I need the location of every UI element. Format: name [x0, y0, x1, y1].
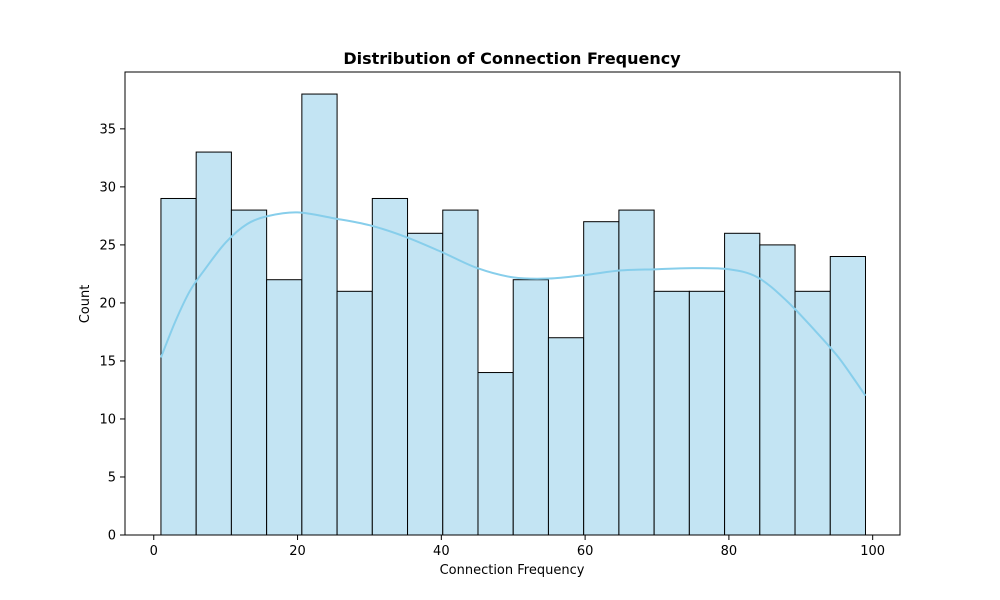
y-axis-label: Count: [78, 285, 93, 324]
histogram-bar: [407, 232, 444, 536]
plot-frame: [124, 71, 901, 536]
histogram-bars: [160, 93, 866, 536]
histogram-bar: [653, 290, 690, 536]
y-tick-label: 35: [99, 122, 116, 137]
x-axis-ticks: 0 20 40 60 80 100: [150, 535, 885, 559]
chart-title: Distribution of Connection Frequency: [343, 49, 681, 68]
histogram-bar: [829, 256, 866, 536]
x-tick-label: 20: [289, 544, 306, 559]
histogram-bar: [583, 221, 620, 536]
x-tick-label: 100: [860, 544, 885, 559]
histogram-bar: [547, 337, 585, 536]
histogram-bar: [230, 209, 268, 536]
histogram-bar: [160, 197, 197, 536]
y-tick-label: 25: [99, 238, 116, 253]
histogram-bar: [195, 151, 232, 536]
y-tick-label: 0: [108, 529, 116, 544]
y-tick-label: 15: [99, 354, 116, 369]
x-tick-label: 80: [721, 544, 738, 559]
histogram-bar: [266, 279, 303, 536]
histogram-bar: [794, 290, 831, 536]
y-tick-label: 5: [108, 470, 116, 485]
histogram-bar: [336, 290, 373, 536]
histogram-bar: [688, 290, 726, 536]
histogram-bar: [724, 232, 761, 536]
histogram-bar: [618, 209, 655, 536]
y-axis-ticks: 0 5 10 15 20 25 30 35: [99, 122, 125, 544]
y-tick-label: 20: [99, 296, 116, 311]
x-tick-label: 40: [433, 544, 450, 559]
x-tick-label: 0: [150, 544, 158, 559]
histogram-bar: [442, 209, 479, 536]
histogram-bar: [301, 93, 338, 536]
histogram-bar: [477, 372, 514, 536]
x-tick-label: 60: [577, 544, 594, 559]
y-tick-label: 10: [99, 412, 116, 427]
histogram-bar: [512, 279, 549, 536]
histogram-bar: [371, 197, 409, 536]
kde-curve: [160, 211, 867, 397]
histogram-bar: [759, 244, 796, 536]
x-axis-label: Connection Frequency: [440, 563, 585, 578]
y-tick-label: 30: [99, 180, 116, 195]
